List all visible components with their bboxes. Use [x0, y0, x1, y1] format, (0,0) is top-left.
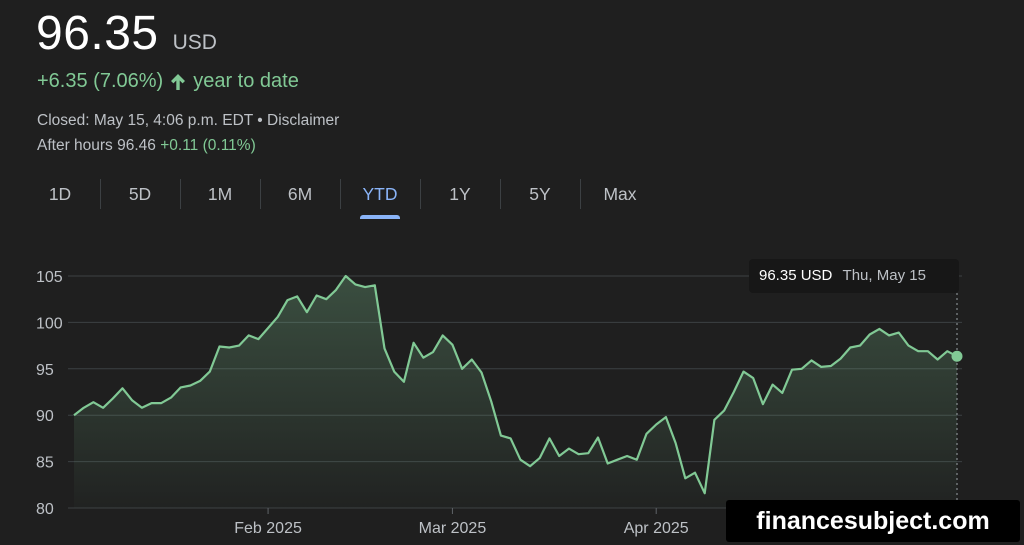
- change-value: +6.35 (7.06%): [37, 70, 164, 92]
- x-tick-label: Mar 2025: [419, 520, 487, 537]
- tab-ytd[interactable]: YTD: [340, 176, 420, 219]
- tooltip-price: 96.35 USD: [759, 267, 833, 284]
- y-tick-label: 85: [36, 455, 54, 472]
- watermark: financesubject.com: [726, 500, 1020, 542]
- separator-dot: •: [252, 112, 267, 129]
- closed-status: Closed: May 15, 4:06 p.m. EDT • Disclaim…: [37, 112, 339, 130]
- currency-label: USD: [172, 31, 217, 54]
- last-point: [951, 350, 963, 362]
- quote-header: 96.35 USD: [36, 6, 217, 61]
- after-hours-label: After hours 96.46: [37, 137, 156, 154]
- after-hours: After hours 96.46 +0.11 (0.11%): [37, 137, 256, 155]
- tooltip-date: Thu, May 15: [842, 267, 926, 284]
- tab-1y[interactable]: 1Y: [420, 176, 500, 216]
- closed-text: Closed: May 15, 4:06 p.m. EDT: [37, 112, 253, 129]
- tab-1m[interactable]: 1M: [180, 176, 260, 216]
- current-price: 96.35: [36, 7, 159, 60]
- ytd-change: +6.35 (7.06%) year to date: [37, 70, 299, 93]
- tab-5y[interactable]: 5Y: [500, 176, 580, 216]
- tab-6m[interactable]: 6M: [260, 176, 340, 216]
- tab-1d[interactable]: 1D: [48, 184, 72, 204]
- x-tick-label: Apr 2025: [624, 520, 689, 537]
- disclaimer-link[interactable]: Disclaimer: [267, 112, 340, 129]
- tab-max[interactable]: Max: [580, 176, 660, 216]
- after-hours-change: +0.11 (0.11%): [160, 137, 256, 154]
- y-tick-label: 105: [36, 269, 63, 286]
- range-tabs: 1D 5D 1M 6M YTD 1Y 5Y Max: [20, 176, 660, 219]
- area-fill: [74, 276, 957, 508]
- y-tick-label: 90: [36, 408, 54, 425]
- hover-tooltip: 96.35 USD Thu, May 15: [749, 259, 959, 293]
- x-tick-label: Feb 2025: [234, 520, 302, 537]
- tab-5d[interactable]: 5D: [100, 176, 180, 216]
- arrow-up-icon: [171, 73, 186, 90]
- y-tick-label: 95: [36, 362, 54, 379]
- y-tick-label: 100: [36, 315, 63, 332]
- change-period: year to date: [193, 70, 299, 92]
- price-line: [73, 274, 958, 495]
- y-tick-label: 80: [36, 501, 54, 518]
